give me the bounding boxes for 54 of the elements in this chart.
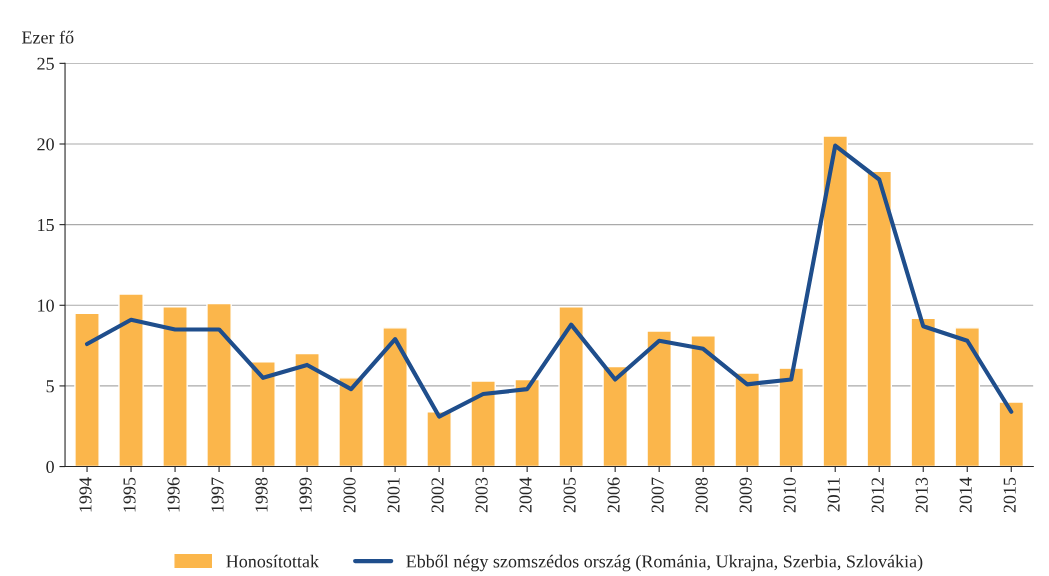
y-tick-label: 25	[37, 57, 54, 70]
x-tick-label: 2009	[739, 477, 752, 513]
x-tick-label: 2007	[651, 477, 664, 513]
bar	[954, 327, 981, 467]
y-tick-label: 20	[37, 138, 54, 151]
bar	[250, 361, 276, 467]
bar	[558, 306, 584, 467]
bar	[294, 352, 320, 467]
bar	[822, 135, 849, 467]
x-tick-label: 2013	[915, 477, 928, 513]
bar	[778, 367, 805, 467]
x-tick-label: 2004	[519, 477, 532, 513]
x-tick-label: 2012	[871, 477, 884, 513]
bar	[910, 317, 937, 467]
x-tick-label: 2003	[475, 477, 488, 513]
x-tick-label: 1994	[79, 477, 92, 512]
bar	[74, 312, 100, 467]
x-tick-label: 1999	[299, 477, 312, 512]
bar	[734, 372, 760, 467]
x-tick-label: 1995	[123, 477, 136, 512]
x-tick-label: 2001	[387, 478, 400, 513]
x-tick-label: 2000	[343, 477, 356, 513]
x-tick-label: 2006	[607, 477, 620, 513]
x-tick-label: 2002	[431, 477, 444, 513]
x-tick-label: 1996	[167, 477, 180, 512]
bar	[162, 306, 188, 467]
y-tick-label: 15	[38, 218, 54, 232]
y-axis-title: Ezer fő	[21, 30, 74, 44]
bar	[690, 335, 716, 467]
bar	[426, 411, 452, 467]
bar	[646, 330, 672, 467]
bar	[602, 365, 628, 467]
x-tick-label: 2011	[827, 478, 840, 512]
x-tick-label: 1998	[255, 477, 268, 512]
x-tick-label: 2005	[563, 477, 576, 513]
x-tick-label: 2008	[695, 477, 708, 513]
bar	[206, 302, 232, 467]
legend-label: Honosítottak	[226, 554, 320, 568]
bar	[118, 293, 144, 467]
bar	[338, 377, 364, 467]
bar	[866, 170, 893, 467]
bar	[470, 380, 496, 467]
bar	[382, 327, 408, 467]
y-tick-label: 5	[46, 380, 54, 393]
y-tick-label: 10	[38, 299, 54, 312]
legend-label: Ebből négy szomszédos ország (Románia, Ukrajna, Szerbia, Szlovákia)	[406, 554, 923, 572]
y-tick-label: 0	[46, 460, 54, 473]
bar	[998, 401, 1025, 467]
x-tick-label: 2010	[783, 477, 796, 513]
line-series	[84, 143, 1014, 419]
bar	[514, 378, 540, 467]
x-tick-label: 2015	[1003, 477, 1016, 513]
x-tick-label: 1997	[211, 477, 224, 512]
x-tick-label: 2014	[959, 477, 972, 513]
